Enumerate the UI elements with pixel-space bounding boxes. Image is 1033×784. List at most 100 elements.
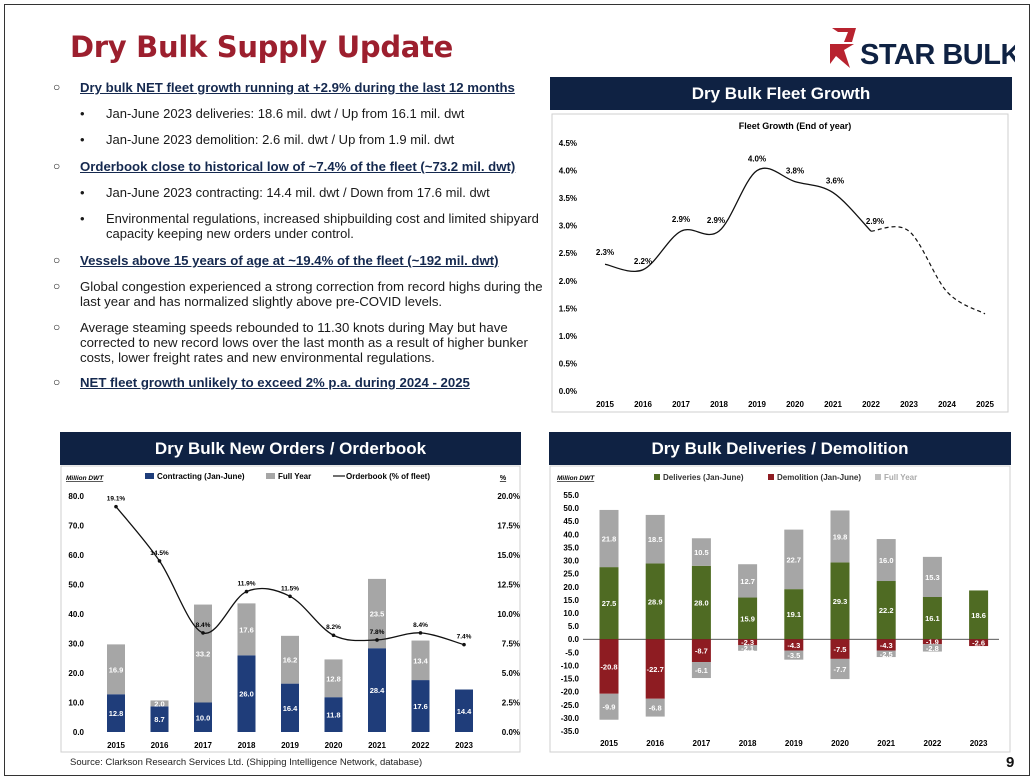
y-tick-label: 70.0 [68, 522, 84, 531]
bullet-circle-icon: ○ [53, 375, 61, 389]
full-year-neg-bar [599, 693, 619, 720]
legend-label: Demolition (Jan-June) [777, 473, 861, 482]
y-axis-unit-right: % [500, 475, 507, 482]
deliveries-bar [830, 562, 850, 640]
full-year-bar [281, 635, 299, 684]
y-tick-label: 20.0 [68, 669, 84, 678]
demolition-bar [691, 639, 711, 663]
full-year-label: 16.9 [109, 665, 124, 674]
x-tick-label: 2019 [785, 739, 803, 748]
demolition-label: -20.8 [600, 662, 617, 671]
bullet-item: ○ Vessels above 15 years of age at ~19.4%… [50, 253, 550, 268]
x-tick-label: 2017 [693, 739, 711, 748]
full-year-label: 15.3 [925, 573, 940, 582]
full-year-label: 12.8 [326, 674, 341, 683]
full-year-neg-label: -3.5 [787, 651, 800, 660]
data-label: 2.9% [672, 215, 690, 224]
x-tick-label: 2021 [877, 739, 895, 748]
y-tick-label: 0.5% [559, 359, 577, 368]
full-year-label: 2.0 [154, 699, 164, 708]
demolition-label: -8.7 [695, 647, 708, 656]
x-tick-label: 2016 [151, 741, 169, 750]
y-tick-label: 30.0 [68, 640, 84, 649]
deliveries-bar [922, 597, 942, 640]
full-year-neg-bar [738, 645, 758, 651]
y-tick-label: 5.0 [568, 622, 580, 631]
legend-label: Deliveries (Jan-June) [663, 473, 744, 482]
legend-swatch [145, 473, 154, 479]
full-year-bar [922, 556, 942, 598]
demolition-label: -1.9 [926, 638, 939, 647]
full-year-bar [599, 509, 619, 568]
new-orders-header: Dry Bulk New Orders / Orderbook [60, 432, 521, 465]
deliveries-chart: Million DWT Deliveries (Jan-June) Demoliti… [549, 465, 1011, 753]
full-year-neg-bar [922, 644, 942, 652]
orderbook-line [115, 506, 465, 646]
orderbook-point [157, 559, 162, 563]
bullet-item: • Jan-June 2023 demolition: 2.6 mil. dwt … [50, 132, 550, 147]
contracting-label: 26.0 [239, 690, 254, 699]
bullet-text: NET fleet growth unlikely to exceed 2% p… [80, 375, 470, 390]
full-year-neg-label: -2.1 [741, 644, 754, 653]
x-tick-label: 2020 [831, 739, 849, 748]
data-label: 3.6% [826, 177, 844, 186]
x-tick-label: 2023 [970, 739, 988, 748]
y-tick-label: 4.0% [559, 167, 577, 176]
y-tick-label: -25.0 [561, 701, 580, 710]
bullet-item: • Environmental regulations, increased sh… [50, 211, 550, 241]
data-label: 2.9% [866, 217, 884, 226]
y2-tick-label: 17.5% [497, 522, 520, 531]
page-title: Dry Bulk Supply Update [70, 30, 454, 64]
bullet-dot-icon: • [80, 211, 85, 226]
bullet-text: Orderbook close to historical low of ~7.… [80, 159, 516, 174]
full-year-neg-bar [691, 662, 711, 679]
y-tick-label: 50.0 [563, 504, 579, 513]
y-tick-label: 50.0 [68, 581, 84, 590]
contracting-bar [455, 689, 473, 732]
x-tick-label: 2022 [412, 741, 430, 750]
demolition-bar [922, 639, 942, 645]
x-tick-label: 2024 [938, 400, 956, 409]
series-line-actual [604, 167, 872, 272]
orderbook-point [244, 589, 249, 594]
legend-label: Full Year [884, 473, 917, 482]
y2-tick-label: 10.0% [497, 610, 520, 619]
fleet-growth-header: Dry Bulk Fleet Growth [550, 77, 1012, 110]
full-year-label: 12.7 [740, 577, 755, 586]
y-tick-label: 30.0 [563, 557, 579, 566]
data-label: 4.0% [748, 155, 766, 164]
bullet-dot-icon: • [80, 106, 85, 121]
legend-swatch [768, 474, 774, 480]
full-year-label: 21.8 [602, 535, 617, 544]
bullet-list: ○ Dry bulk NET fleet growth running at +2… [50, 80, 550, 390]
demolition-bar [599, 639, 619, 694]
full-year-bar [194, 604, 212, 703]
bullet-dot-icon: • [80, 185, 85, 200]
x-tick-label: 2018 [238, 741, 256, 750]
contracting-bar [324, 697, 343, 732]
legend-label: Contracting (Jan-June) [157, 472, 245, 481]
y2-tick-label: 15.0% [497, 551, 520, 560]
y-tick-label: 40.0 [68, 610, 84, 619]
bullet-text: Average steaming speeds rebounded to 11.… [80, 320, 528, 365]
x-tick-label: 2015 [600, 739, 618, 748]
orderbook-label: 8.4% [196, 622, 211, 629]
deliveries-bar [691, 565, 711, 640]
y-tick-label: 2.0% [559, 277, 577, 286]
contracting-bar [150, 706, 169, 732]
deliveries-bar [599, 567, 619, 640]
bullet-circle-icon: ○ [53, 80, 61, 94]
orderbook-point [462, 642, 466, 647]
bullet-dot-icon: • [80, 132, 85, 147]
contracting-bar [281, 683, 299, 732]
orderbook-point [201, 631, 205, 635]
demolition-bar [969, 639, 989, 647]
y-axis-unit-left: Million DWT [557, 475, 595, 482]
demolition-bar [784, 639, 804, 651]
full-year-bar [645, 514, 665, 564]
contracting-bar [107, 694, 125, 732]
full-year-label: 13.4 [413, 656, 428, 665]
x-tick-label: 2021 [368, 741, 386, 750]
contracting-label: 8.7 [154, 715, 164, 724]
full-year-neg-label: -6.8 [649, 704, 662, 713]
